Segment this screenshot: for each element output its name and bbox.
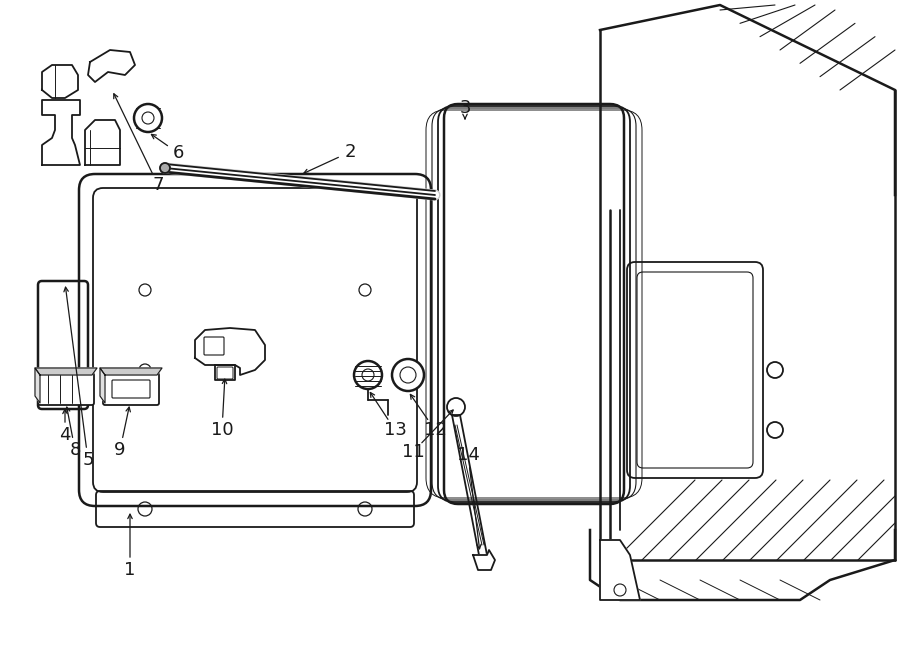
Polygon shape: [195, 328, 265, 375]
Polygon shape: [42, 65, 78, 98]
Polygon shape: [215, 365, 235, 380]
Text: 2: 2: [344, 143, 356, 161]
Text: 8: 8: [69, 441, 81, 459]
Circle shape: [134, 104, 162, 132]
Circle shape: [447, 398, 465, 416]
Polygon shape: [600, 540, 640, 600]
Polygon shape: [88, 50, 135, 82]
Text: 9: 9: [114, 441, 126, 459]
Text: 5: 5: [82, 451, 94, 469]
Text: 7: 7: [152, 176, 164, 194]
Text: 14: 14: [456, 446, 480, 464]
Text: 12: 12: [424, 421, 446, 439]
Circle shape: [160, 163, 170, 173]
Circle shape: [354, 361, 382, 389]
FancyBboxPatch shape: [38, 373, 94, 405]
Polygon shape: [35, 368, 97, 375]
Text: 10: 10: [211, 421, 233, 439]
Polygon shape: [100, 368, 162, 375]
Polygon shape: [35, 368, 40, 403]
Polygon shape: [473, 550, 495, 570]
Polygon shape: [100, 368, 105, 403]
Circle shape: [392, 359, 424, 391]
Text: 6: 6: [172, 144, 184, 162]
Text: 1: 1: [124, 561, 136, 579]
Text: 11: 11: [401, 443, 425, 461]
Polygon shape: [42, 100, 80, 165]
FancyBboxPatch shape: [103, 373, 159, 405]
Text: 4: 4: [59, 426, 71, 444]
Text: 13: 13: [383, 421, 407, 439]
Polygon shape: [85, 120, 120, 165]
Text: 3: 3: [459, 99, 471, 117]
